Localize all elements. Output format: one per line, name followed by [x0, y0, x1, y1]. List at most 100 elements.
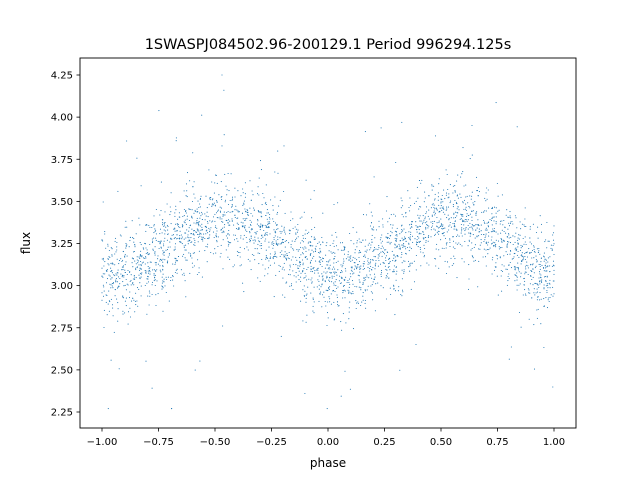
data-point	[508, 222, 510, 224]
data-point	[111, 304, 114, 306]
data-point	[266, 257, 268, 259]
data-point	[183, 221, 185, 223]
data-point	[341, 277, 343, 279]
data-point	[218, 194, 220, 196]
data-point	[258, 194, 260, 196]
data-point	[349, 301, 351, 303]
data-point	[116, 281, 119, 283]
data-point	[269, 222, 271, 224]
data-point	[174, 237, 176, 239]
data-point	[281, 268, 283, 270]
data-point	[533, 257, 535, 259]
data-point	[281, 238, 283, 241]
data-point	[300, 254, 302, 256]
data-point	[130, 300, 133, 302]
data-point	[402, 205, 404, 207]
data-point	[492, 228, 494, 230]
data-point	[522, 237, 524, 240]
data-point	[427, 215, 429, 217]
data-point	[488, 235, 490, 237]
data-point	[184, 249, 186, 251]
data-point	[399, 233, 401, 235]
data-point	[509, 222, 512, 225]
data-point	[334, 252, 336, 254]
data-point	[537, 226, 539, 228]
data-point	[408, 206, 410, 209]
data-point	[394, 260, 396, 262]
data-point	[272, 247, 274, 249]
data-point	[395, 259, 397, 261]
data-point	[160, 247, 162, 249]
data-point	[151, 284, 153, 286]
data-point	[468, 214, 470, 217]
data-point	[192, 152, 194, 154]
data-point	[292, 270, 294, 272]
data-point	[348, 292, 350, 294]
data-point	[326, 290, 328, 292]
data-point	[538, 250, 540, 252]
data-point	[144, 270, 146, 272]
data-point	[533, 250, 535, 252]
data-point	[487, 226, 490, 228]
data-point	[292, 256, 294, 258]
data-point	[544, 275, 547, 278]
data-point	[378, 255, 380, 257]
data-point	[382, 250, 384, 252]
data-point	[296, 259, 298, 261]
data-point	[480, 242, 482, 244]
data-point	[424, 218, 426, 220]
data-point	[207, 243, 209, 245]
data-point	[112, 307, 114, 309]
data-point	[139, 277, 141, 279]
data-point	[385, 236, 387, 238]
data-point	[428, 225, 430, 227]
data-point	[516, 272, 518, 274]
data-point	[325, 272, 327, 274]
data-point	[159, 258, 161, 260]
data-point	[522, 258, 524, 260]
data-point	[380, 127, 382, 129]
data-point	[547, 284, 549, 286]
data-point	[465, 206, 467, 208]
data-point	[147, 272, 150, 274]
data-point	[276, 228, 278, 230]
data-point	[359, 268, 361, 270]
data-point	[434, 229, 436, 231]
data-point	[238, 226, 240, 229]
data-point	[443, 247, 445, 250]
data-point	[472, 234, 474, 236]
data-point	[343, 260, 345, 262]
data-point	[514, 248, 516, 250]
data-point	[381, 245, 383, 247]
data-point	[227, 245, 229, 247]
data-point	[102, 284, 104, 286]
data-point	[446, 261, 449, 263]
data-point	[204, 237, 206, 240]
data-point	[275, 274, 277, 276]
data-point	[200, 225, 202, 227]
data-point	[246, 209, 248, 211]
data-point	[415, 343, 417, 346]
data-point	[416, 229, 418, 231]
data-point	[532, 263, 534, 265]
data-point	[261, 226, 263, 228]
data-point	[322, 278, 324, 280]
data-point	[321, 265, 323, 268]
data-point	[359, 251, 361, 253]
data-point	[541, 279, 543, 281]
data-point	[450, 226, 452, 228]
data-point	[314, 226, 316, 228]
data-point	[290, 244, 292, 246]
data-point	[185, 195, 187, 197]
data-point	[486, 222, 488, 224]
data-point	[501, 229, 503, 231]
data-point	[436, 243, 438, 245]
data-point	[423, 238, 425, 240]
data-point	[434, 212, 437, 214]
data-point	[445, 192, 448, 194]
data-point	[110, 267, 112, 269]
data-point	[312, 298, 314, 300]
data-point	[368, 277, 370, 279]
data-point	[130, 274, 132, 276]
data-point	[157, 258, 159, 260]
